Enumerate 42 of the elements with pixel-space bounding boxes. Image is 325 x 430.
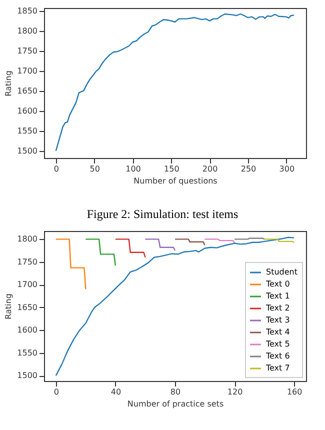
y-tick-label: 1800 — [17, 26, 38, 36]
y-tick-label: 1700 — [17, 280, 38, 290]
y-tick-label: 1750 — [17, 257, 38, 266]
x-tick-label: 120 — [227, 388, 243, 396]
y-tick-label: 1550 — [17, 348, 38, 358]
y-axis-title: Rating — [4, 70, 14, 96]
y-tick-label: 1800 — [17, 234, 38, 244]
caption: Figure 2: Simulation: test items — [86, 206, 240, 223]
x-tick-label: 200 — [202, 164, 218, 174]
x-tick-label: 40 — [110, 388, 122, 396]
legend-label: Text 3 — [265, 316, 290, 324]
line-series — [55, 13, 295, 152]
legend-label: Text 4 — [265, 328, 290, 336]
x-tick-label: 80 — [170, 388, 181, 396]
legend-label: Student — [266, 268, 298, 276]
y-axis-title: Rating — [4, 294, 14, 320]
y-tick-label: 1500 — [17, 371, 38, 380]
x-tick-label: 50 — [90, 164, 100, 174]
x-tick-label: 300 — [279, 164, 295, 174]
legend-label: Text 2 — [265, 304, 290, 312]
x-tick-label: 0 — [54, 388, 59, 396]
x-tick-label: 160 — [286, 388, 302, 396]
y-tick-label: 1500 — [17, 146, 38, 156]
y-tick-label: 1650 — [17, 86, 38, 96]
x-tick-label: 250 — [240, 164, 256, 174]
legend-label: Text 7 — [265, 364, 290, 372]
x-tick-label: 150 — [164, 164, 180, 174]
x-tick-label: 0 — [54, 164, 59, 174]
legend-label: Text 0 — [265, 280, 290, 288]
x-axis-title: Number of questions — [134, 176, 218, 186]
y-tick-label: 1750 — [17, 46, 38, 56]
y-tick-label: 1550 — [17, 126, 38, 136]
x-axis-title: Number of practice sets — [127, 400, 224, 408]
y-tick-label: 1600 — [17, 326, 38, 335]
legend-label: Text 5 — [265, 340, 290, 348]
legend-label: Text 1 — [265, 292, 290, 300]
x-tick-label: 100 — [126, 164, 141, 174]
y-tick-label: 1600 — [17, 106, 38, 116]
y-tick-label: 1650 — [17, 302, 38, 312]
y-tick-label: 1850 — [17, 6, 38, 16]
legend-label: Text 6 — [265, 352, 290, 360]
y-tick-label: 1700 — [17, 66, 38, 76]
